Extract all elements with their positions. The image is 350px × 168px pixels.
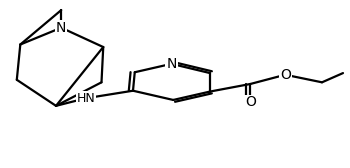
Text: N: N	[56, 21, 66, 35]
Text: O: O	[280, 68, 291, 82]
Text: O: O	[245, 95, 256, 110]
Text: N: N	[166, 57, 177, 71]
Text: HN: HN	[76, 92, 95, 105]
